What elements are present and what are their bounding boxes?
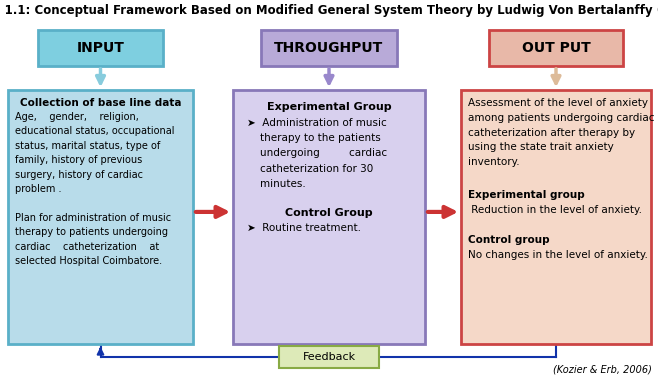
Text: Reduction in the level of anxiety.: Reduction in the level of anxiety. xyxy=(468,205,642,215)
Text: (Kozier & Erb, 2006): (Kozier & Erb, 2006) xyxy=(553,365,652,375)
Bar xyxy=(233,90,425,344)
Text: THROUGHPUT: THROUGHPUT xyxy=(274,41,384,55)
Text: INPUT: INPUT xyxy=(76,41,124,55)
Text: Feedback: Feedback xyxy=(303,352,355,362)
Text: OUT PUT: OUT PUT xyxy=(522,41,590,55)
Text: Age,    gender,    religion,
educational status, occupational
status, marital st: Age, gender, religion, educational statu… xyxy=(15,112,174,266)
Text: ➤  Administration of music
    therapy to the patients
    undergoing         ca: ➤ Administration of music therapy to the… xyxy=(247,118,387,189)
Bar xyxy=(461,90,651,344)
Text: Assessment of the level of anxiety
among patients undergoing cardiac
catheteriza: Assessment of the level of anxiety among… xyxy=(468,98,655,167)
Bar xyxy=(8,90,193,344)
Text: Collection of base line data: Collection of base line data xyxy=(20,98,181,108)
Text: Figure 1.1: Conceptual Framework Based on Modified General System Theory by Ludw: Figure 1.1: Conceptual Framework Based o… xyxy=(0,4,658,17)
Text: ➤  Routine treatment.: ➤ Routine treatment. xyxy=(247,223,361,233)
Text: Control group: Control group xyxy=(468,235,549,245)
Bar xyxy=(38,30,163,66)
Text: Experimental group: Experimental group xyxy=(468,190,585,200)
Text: No changes in the level of anxiety.: No changes in the level of anxiety. xyxy=(468,250,648,260)
Bar xyxy=(261,30,397,66)
Text: Control Group: Control Group xyxy=(285,208,373,218)
Text: Experimental Group: Experimental Group xyxy=(266,102,392,112)
Bar xyxy=(279,346,379,368)
Bar xyxy=(489,30,623,66)
